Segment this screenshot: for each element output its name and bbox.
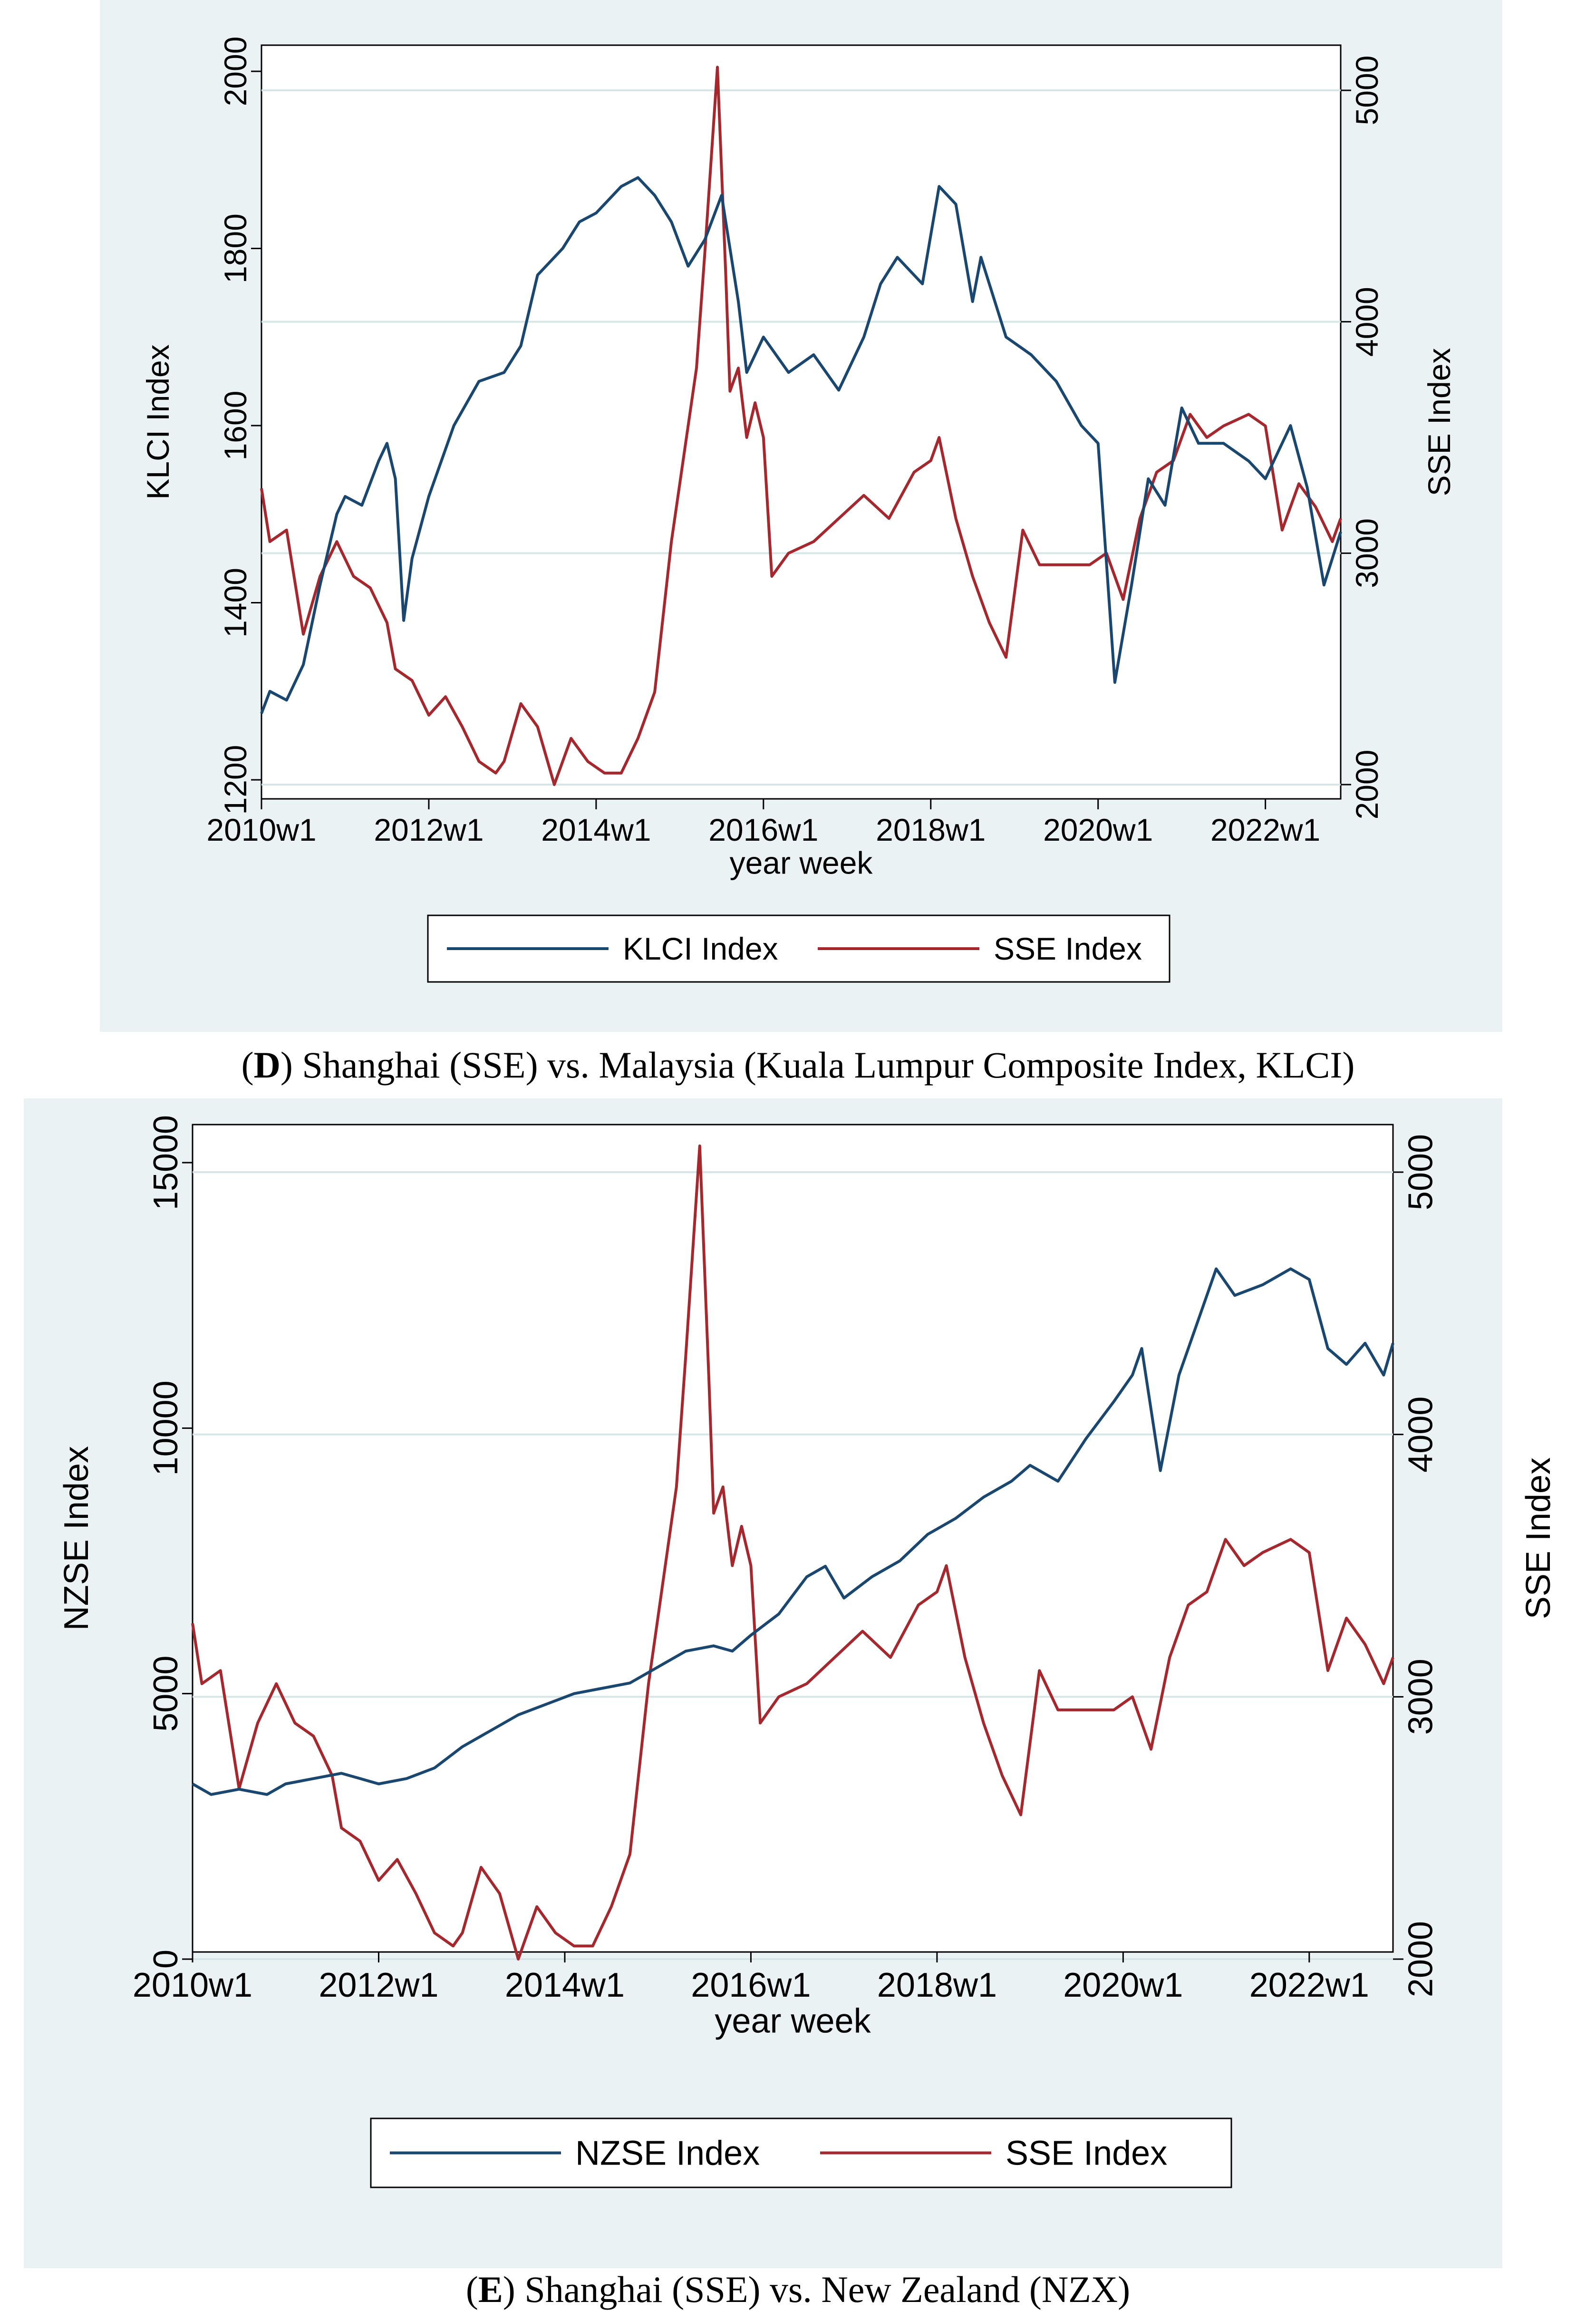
y-left-tick-label: 1400 — [218, 568, 253, 638]
y-right-tick-label: 3000 — [1402, 1659, 1440, 1735]
legend-box — [370, 2117, 1232, 2188]
plot-area — [261, 44, 1342, 800]
plot-area — [192, 1124, 1394, 1953]
y-left-tick-label: 1600 — [218, 391, 253, 461]
y-left-tick-label: 2000 — [218, 37, 253, 107]
y-right-tick-label: 4000 — [1349, 287, 1384, 357]
y-left-tick-label: 5000 — [147, 1656, 185, 1732]
y-left-tick-label: 10000 — [147, 1380, 185, 1476]
series-line-nzse-index — [192, 1267, 1394, 1796]
y-left-tick-label: 15000 — [147, 1115, 185, 1210]
x-tick-label: 2022w1 — [1210, 812, 1320, 847]
legend-label: NZSE Index — [575, 2135, 760, 2173]
x-tick-label: 2020w1 — [1043, 812, 1153, 847]
caption-d: (D) Shanghai (SSE) vs. Malaysia (Kuala L… — [241, 1044, 1355, 1086]
x-tick-label: 2012w1 — [319, 1966, 438, 2004]
y-right-axis-label: SSE Index — [1422, 348, 1457, 496]
y-right-tick-label: 5000 — [1349, 56, 1384, 126]
x-tick-label: 2010w1 — [133, 1966, 252, 2004]
y-left-axis-label: NZSE Index — [58, 1446, 96, 1631]
series-line-klci-index — [260, 176, 1342, 714]
x-tick-label: 2016w1 — [691, 1966, 811, 2004]
y-left-tick-label: 1200 — [218, 745, 253, 815]
y-right-axis-label: SSE Index — [1519, 1457, 1557, 1619]
y-left-tick-label: 1800 — [218, 214, 253, 283]
x-tick-label: 2022w1 — [1249, 1966, 1369, 2004]
x-tick-label: 2016w1 — [708, 812, 818, 847]
y-right-tick-label: 3000 — [1349, 518, 1384, 588]
chart-d-svg: 2010w1 2012w1 2014w1 2016w1 2018w1 2020w1 2022… — [140, 37, 1457, 983]
legend-label: SSE Index — [1006, 2135, 1167, 2173]
y-right-tick-label: 4000 — [1402, 1397, 1440, 1473]
x-tick-label: 2010w1 — [206, 812, 316, 847]
y-right-tick-label: 2000 — [1349, 750, 1384, 820]
legend-label: KLCI Index — [623, 931, 778, 966]
x-tick-label: 2020w1 — [1063, 1966, 1183, 2004]
x-axis-label: year week — [715, 2002, 871, 2040]
x-tick-label: 2014w1 — [505, 1966, 625, 2004]
x-tick-label: 2018w1 — [876, 812, 986, 847]
series-line-sse-index — [191, 1144, 1394, 1961]
x-axis-label: year week — [730, 845, 873, 880]
legend-label: SSE Index — [994, 931, 1142, 966]
caption-e: (E) Shanghai (SSE) vs. New Zealand (NZX) — [465, 2269, 1131, 2310]
x-tick-label: 2014w1 — [541, 812, 651, 847]
x-tick-label: 2018w1 — [877, 1966, 997, 2004]
y-left-tick-label: 0 — [147, 1950, 185, 1969]
y-right-tick-label: 5000 — [1402, 1134, 1440, 1210]
y-right-tick-label: 2000 — [1402, 1921, 1440, 1997]
y-left-axis-label: KLCI Index — [140, 344, 175, 500]
series-line-sse-index — [260, 66, 1342, 786]
x-tick-label: 2012w1 — [374, 812, 484, 847]
